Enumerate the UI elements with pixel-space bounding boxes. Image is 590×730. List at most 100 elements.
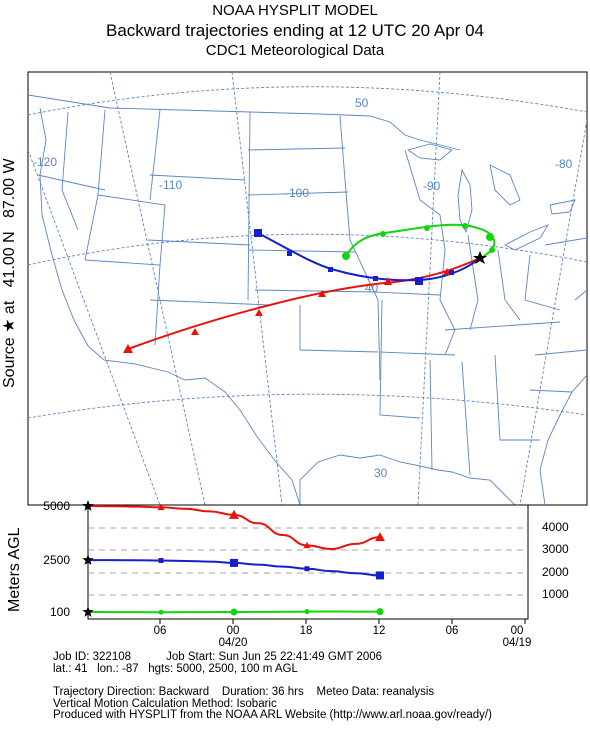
state-line xyxy=(497,249,521,321)
state-line xyxy=(439,249,456,356)
source-star-icon xyxy=(82,606,94,617)
green-height-marker xyxy=(304,609,310,615)
state-line xyxy=(247,111,251,301)
green-marker xyxy=(462,223,468,229)
right-tick: 2000 xyxy=(542,565,569,579)
model-name: NOAA HYSPLIT MODEL xyxy=(212,2,378,19)
time-label: 06 xyxy=(446,625,459,637)
green-marker xyxy=(342,252,350,260)
state-line xyxy=(149,299,271,306)
green-marker xyxy=(380,231,386,237)
pacific-coast xyxy=(39,107,105,361)
green-height-marker xyxy=(376,608,384,616)
state-line xyxy=(374,291,441,296)
state-line xyxy=(247,147,346,151)
blue-height-marker xyxy=(158,558,164,564)
state-line xyxy=(534,349,587,356)
state-line xyxy=(429,359,433,471)
red-height-marker xyxy=(157,503,165,511)
job-info-line: lat.: 41 lon.: -87 hgts: 5000, 2500, 100… xyxy=(53,662,298,675)
lat-line-30 xyxy=(28,393,587,419)
lon-line-120 xyxy=(28,149,161,505)
source-star-icon xyxy=(82,554,94,565)
time-labels: 06 00 18 12 06 00 04/20 04/19 xyxy=(154,625,532,649)
blue-height-marker xyxy=(375,571,384,580)
lon-line-110 xyxy=(109,72,206,505)
red-height-marker xyxy=(303,541,311,549)
title-block: NOAA HYSPLIT MODEL Backward trajectories… xyxy=(0,0,590,60)
left-tick: 100 xyxy=(50,605,70,619)
job-info-line: Vertical Motion Calculation Method: Isob… xyxy=(53,697,277,710)
map-frame xyxy=(27,71,588,506)
page-subtitle: CDC1 Meteorological Data xyxy=(205,42,385,59)
red-marker xyxy=(123,344,133,353)
green-marker xyxy=(424,225,430,231)
left-tick: 2500 xyxy=(43,553,70,567)
state-line xyxy=(247,249,356,253)
border-mexico xyxy=(103,359,301,505)
blue-marker xyxy=(449,270,454,275)
vertical-axis-title: Meters AGL xyxy=(6,527,23,612)
lat-label: 50 xyxy=(355,96,369,110)
state-line xyxy=(379,351,456,356)
state-line xyxy=(37,174,106,191)
page-title: Backward trajectories ending at 12 UTC 2… xyxy=(106,21,484,40)
blue-height-marker xyxy=(229,558,238,567)
lat-label: 30 xyxy=(374,466,388,480)
green-height-marker xyxy=(230,608,238,616)
time-label: 00 xyxy=(227,625,240,637)
time-label: 00 xyxy=(511,625,524,637)
state-line xyxy=(529,389,573,393)
state-line xyxy=(467,234,479,331)
vertical-axis-labels: 5000 2500 100 4000 3000 2000 1000 xyxy=(43,499,569,619)
lake-huron xyxy=(489,164,521,206)
lat-line-40 xyxy=(28,233,587,266)
right-tick: 3000 xyxy=(542,542,569,556)
lake-michigan xyxy=(457,168,473,234)
state-line xyxy=(544,237,587,246)
map-lines xyxy=(28,72,587,505)
vertical-frame xyxy=(87,504,529,620)
state-line xyxy=(61,111,79,231)
vertical-source-stars xyxy=(82,500,94,617)
green-marker xyxy=(489,247,495,253)
state-line xyxy=(147,239,251,246)
blue-marker xyxy=(287,251,292,256)
lon-line-80 xyxy=(519,119,587,505)
state-line xyxy=(461,361,471,476)
time-label: 06 xyxy=(154,625,167,637)
blue-marker xyxy=(373,276,378,281)
state-line xyxy=(254,289,376,293)
green-height-marker xyxy=(158,609,164,615)
lat-line-50 xyxy=(28,86,587,116)
job-info-line: Job ID: 322108 Job Start: Sun Jun 25 22:… xyxy=(53,651,383,663)
red-height-marker xyxy=(374,532,385,542)
time-label: 12 xyxy=(373,625,386,637)
vertical-panel: 5000 2500 100 4000 3000 2000 1000 Meters… xyxy=(6,499,569,649)
lon-label: -80 xyxy=(555,157,573,171)
green-trajectory xyxy=(345,223,496,259)
red-marker xyxy=(318,290,326,297)
state-line xyxy=(444,321,561,331)
lon-label: -120 xyxy=(33,155,57,169)
source-label: Source ★ at 41.00 N 87.00 W xyxy=(1,158,18,388)
state-line xyxy=(299,305,379,353)
red-marker xyxy=(255,309,263,316)
lake-erie xyxy=(504,224,550,251)
source-star-icon xyxy=(473,251,487,264)
job-info-line: Produced with HYSPLIT from the NOAA ARL … xyxy=(53,709,492,722)
state-line xyxy=(149,109,161,201)
lon-label: -110 xyxy=(159,178,182,192)
lon-label: -100 xyxy=(285,186,309,200)
time-label: 18 xyxy=(300,625,313,637)
blue-marker xyxy=(328,267,333,272)
border-canada-us xyxy=(28,94,461,151)
state-line xyxy=(524,254,561,311)
state-line xyxy=(84,259,161,346)
date-label: 04/19 xyxy=(503,637,532,649)
left-tick: 5000 xyxy=(43,499,70,513)
source-star-icon xyxy=(82,500,94,511)
red-marker xyxy=(191,328,199,335)
atlantic-coast xyxy=(539,374,587,505)
